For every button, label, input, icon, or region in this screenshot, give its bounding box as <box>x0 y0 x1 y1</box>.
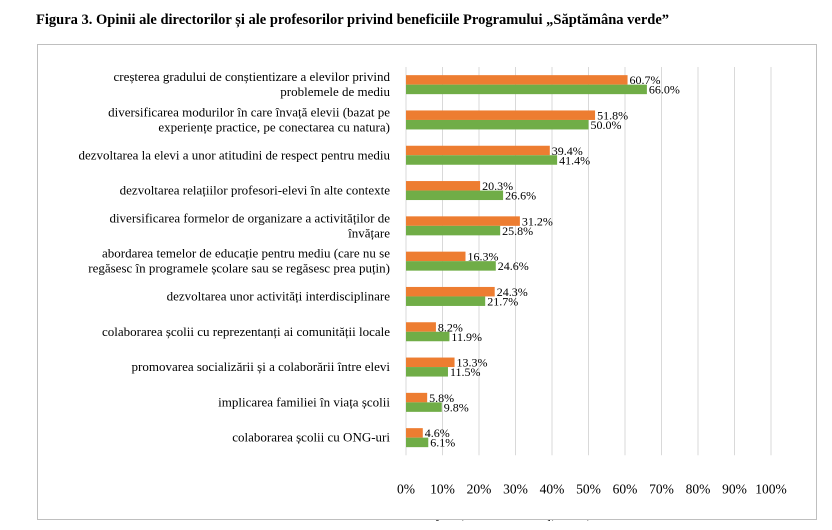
bar-chart: creșterea gradului de conștientizare a e… <box>78 67 787 521</box>
data-label-profesori: 5.8% <box>429 391 454 405</box>
data-label-profesori: 24.3% <box>497 285 528 299</box>
data-label-profesori: 4.6% <box>425 426 450 440</box>
data-label-directori: 25.8% <box>502 224 533 238</box>
legend-label-profesori: profesori <box>416 517 465 521</box>
data-label-directori: 6.1% <box>430 436 455 450</box>
data-label-directori: 41.4% <box>559 153 590 167</box>
data-label-profesori: 8.2% <box>438 320 463 334</box>
bar-directori <box>406 402 442 412</box>
figure-title: Figura 3. Opinii ale directorilor și ale… <box>36 12 670 28</box>
x-tick-label: 40% <box>540 481 565 496</box>
bar-profesori <box>406 357 455 368</box>
category-label: colaborarea școlii cu ONG-uri <box>232 430 390 445</box>
x-tick-label: 60% <box>613 481 638 496</box>
category-label: diversificarea formelor de organizare a … <box>109 210 390 225</box>
bar-profesori <box>406 392 428 403</box>
data-label-directori: 24.6% <box>498 259 529 273</box>
bar-directori <box>406 84 647 95</box>
x-tick-label: 80% <box>686 481 711 496</box>
data-label-profesori: 13.3% <box>457 356 488 370</box>
category-label: dezvoltarea unor activități interdiscipl… <box>167 288 391 303</box>
x-tick-label: 90% <box>722 481 747 496</box>
category-label: problemele de mediu <box>280 84 390 99</box>
bar-profesori <box>406 251 466 262</box>
bar-directori <box>406 367 448 377</box>
bar-directori <box>406 119 589 130</box>
bar-profesori <box>406 110 596 120</box>
bar-profesori <box>406 181 481 191</box>
bar-directori <box>406 331 450 342</box>
data-label-directori: 9.8% <box>444 400 469 414</box>
x-tick-label: 0% <box>397 481 415 496</box>
category-label: promovarea socializării și a colaborării… <box>132 359 391 374</box>
x-tick-label: 100% <box>755 481 787 496</box>
bar-profesori <box>406 145 550 156</box>
category-label: experiențe practice, pe conectarea cu na… <box>158 119 390 134</box>
bar-directori <box>406 437 429 448</box>
data-label-directori: 11.9% <box>451 330 482 344</box>
category-label: regăsesc în programele școlare sau se re… <box>88 261 390 276</box>
x-tick-label: 30% <box>503 481 528 496</box>
bar-directori <box>406 296 486 306</box>
data-label-directori: 26.6% <box>505 189 536 203</box>
bar-directori <box>406 261 496 271</box>
data-label-directori: 50.0% <box>591 118 622 132</box>
x-tick-label: 50% <box>576 481 601 496</box>
data-label-profesori: 60.7% <box>630 73 661 87</box>
category-label: creșterea gradului de conștientizare a e… <box>114 69 391 84</box>
x-tick-label: 10% <box>430 481 455 496</box>
legend-label-directori: directori <box>544 517 590 521</box>
category-label: implicarea familiei în viața școlii <box>218 394 390 409</box>
data-label-directori: 66.0% <box>649 83 680 97</box>
bar-profesori <box>406 322 436 332</box>
category-label: învățare <box>347 225 390 240</box>
data-label-directori: 21.7% <box>487 294 518 308</box>
data-label-profesori: 51.8% <box>597 108 628 122</box>
data-label-profesori: 31.2% <box>522 214 553 228</box>
category-label: diversificarea modurilor în care învață … <box>108 104 390 119</box>
bar-directori <box>406 225 501 236</box>
chart-container: creșterea gradului de conștientizare a e… <box>37 44 817 521</box>
bar-directori <box>406 155 558 165</box>
category-label: colaborarea școlii cu reprezentanți ai c… <box>102 324 390 339</box>
category-label: abordarea temelor de educație pentru med… <box>102 246 390 261</box>
bar-profesori <box>406 75 628 85</box>
bar-profesori <box>406 216 520 226</box>
category-label: dezvoltarea la elevi a unor atitudini de… <box>78 147 390 162</box>
data-label-directori: 11.5% <box>450 365 481 379</box>
bar-profesori <box>406 428 423 438</box>
x-tick-label: 20% <box>467 481 492 496</box>
bar-profesori <box>406 286 495 297</box>
data-label-profesori: 39.4% <box>552 144 583 158</box>
data-label-profesori: 16.3% <box>467 250 498 264</box>
data-label-profesori: 20.3% <box>482 179 513 193</box>
bar-directori <box>406 190 504 201</box>
category-label: dezvoltarea relațiilor profesori-elevi î… <box>120 183 391 198</box>
x-tick-label: 70% <box>649 481 674 496</box>
